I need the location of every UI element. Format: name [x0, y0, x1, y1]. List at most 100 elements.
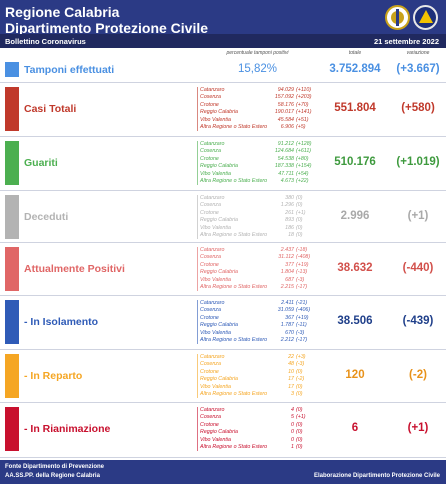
- province-delta: (0): [296, 224, 303, 231]
- province-value: 377: [285, 261, 294, 268]
- guariti-divider: [197, 141, 198, 185]
- province-delta: (+1): [296, 414, 306, 421]
- province-name: Vibo Valentia: [200, 276, 231, 283]
- province-value: 31.059: [277, 307, 294, 314]
- tamponi-percent: 15,82%: [237, 63, 277, 75]
- province-delta: (0): [296, 217, 303, 224]
- province-delta: (+54): [296, 170, 309, 177]
- province-delta: (+19): [296, 261, 309, 268]
- province-delta: (+3): [296, 354, 306, 360]
- province-delta: (0): [296, 429, 303, 436]
- province-delta: (+611): [296, 148, 312, 155]
- guariti-label: Guariti: [24, 157, 58, 169]
- province-delta: (+154): [296, 163, 312, 170]
- province-value: 187.338: [274, 163, 294, 170]
- title-line-1: Regione Calabria: [5, 4, 120, 20]
- in-reparto-province-list: Catanzaro 22 (+3) Cosenza 48 (-3) Crotone 10 (0)…: [200, 354, 315, 398]
- in-isolamento-label: - In Isolamento: [24, 316, 99, 328]
- province-name: Altra Regione o Stato Estero: [200, 444, 268, 450]
- casi-totali-variation: (+580): [401, 102, 435, 114]
- province-name: Reggio Calabria: [200, 163, 238, 170]
- deceduti-province-list: Catanzaro 380 (0) Cosenza 1.296 (0) Crotone 261…: [200, 195, 315, 239]
- province-value: 186: [285, 224, 294, 231]
- footer-source-line-2: AA.SS.PP. della Regione Calabria: [5, 473, 100, 479]
- province-delta: (+22): [296, 178, 309, 184]
- province-name: Reggio Calabria: [200, 217, 238, 224]
- province-name: Altra Regione o Stato Estero: [200, 124, 268, 130]
- section-separator: [0, 457, 446, 458]
- casi-totali-divider: [197, 87, 198, 131]
- in-reparto-label: - In Reparto: [24, 370, 83, 382]
- province-delta: (-406): [296, 307, 311, 314]
- province-delta: (-2): [296, 376, 305, 383]
- province-value: 670: [285, 329, 294, 336]
- province-delta: (+51): [296, 116, 309, 123]
- in-isolamento-divider: [197, 300, 198, 344]
- province-name: Cosenza: [200, 307, 221, 314]
- province-name: Reggio Calabria: [200, 376, 238, 383]
- footer-source-line-1: Fonte Dipartimento di Prevenzione: [5, 464, 105, 470]
- deceduti-color-bar: [5, 195, 19, 239]
- province-name: Catanzaro: [200, 195, 225, 201]
- province-value: 22: [288, 354, 294, 360]
- province-name: Vibo Valentia: [200, 329, 231, 336]
- section-separator: [0, 242, 446, 243]
- regione-calabria-coat-of-arms-icon: [385, 5, 410, 30]
- province-name: Altra Regione o Stato Estero: [200, 232, 268, 238]
- province-name: Crotone: [200, 421, 219, 428]
- province-delta: (+203): [296, 94, 312, 101]
- province-value: 2.411: [281, 300, 294, 306]
- province-name: Altra Regione o Stato Estero: [200, 284, 268, 290]
- section-separator: [0, 136, 446, 137]
- province-name: Cosenza: [200, 94, 221, 101]
- section-separator: [0, 349, 446, 350]
- in-rianimazione-label: - In Rianimazione: [24, 423, 111, 435]
- province-name: Vibo Valentia: [200, 383, 231, 390]
- province-value: 2.212: [280, 337, 294, 343]
- province-value: 4: [291, 407, 294, 413]
- attualmente-positivi-total: 38.632: [337, 262, 373, 274]
- province-value: 261: [285, 209, 294, 216]
- province-delta: (+1): [296, 209, 306, 216]
- section-attualmente-positivi: Attualmente Positivi Catanzaro 2.437 (-18) C…: [0, 243, 446, 296]
- province-value: 367: [285, 314, 294, 321]
- attualmente-positivi-divider: [197, 247, 198, 291]
- deceduti-variation: (+1): [407, 210, 429, 222]
- province-delta: (0): [296, 391, 303, 397]
- province-delta: (0): [296, 436, 303, 443]
- province-value: 10: [288, 368, 294, 375]
- province-delta: (0): [296, 407, 303, 413]
- province-delta: (-3): [296, 276, 305, 283]
- province-delta: (-17): [296, 337, 308, 343]
- in-rianimazione-color-bar: [5, 407, 19, 451]
- protezione-civile-emblem-icon: [413, 5, 438, 30]
- casi-totali-total: 551.804: [334, 102, 376, 114]
- province-value: 54.538: [277, 155, 294, 162]
- province-value: 1: [291, 444, 294, 450]
- in-rianimazione-variation: (+1): [407, 422, 429, 434]
- tamponi-variation: (+3.667): [396, 63, 440, 75]
- section-deceduti: Deceduti Catanzaro 380 (0) Cosenza 1.296 (0) Cr…: [0, 191, 446, 244]
- province-value: 45.584: [277, 116, 294, 123]
- tamponi-label: Tamponi effettuati: [24, 64, 115, 76]
- province-value: 91.212: [277, 141, 294, 147]
- province-delta: (-408): [296, 254, 311, 261]
- province-name: Reggio Calabria: [200, 429, 238, 436]
- province-name: Cosenza: [200, 254, 221, 261]
- province-delta: (+128): [296, 141, 312, 147]
- bulletin-label: Bollettino Coronavirus: [5, 37, 86, 46]
- guariti-total: 510.176: [334, 156, 376, 168]
- province-name: Reggio Calabria: [200, 322, 238, 329]
- province-value: 1.804: [280, 269, 294, 276]
- province-delta: (-3): [296, 329, 305, 336]
- attualmente-positivi-variation: (-440): [402, 262, 434, 274]
- province-value: 94.029: [277, 87, 294, 93]
- province-name: Altra Regione o Stato Estero: [200, 391, 268, 397]
- deceduti-label: Deceduti: [24, 211, 69, 223]
- in-reparto-color-bar: [5, 354, 19, 398]
- in-isolamento-total: 38.506: [337, 315, 373, 327]
- section-in-reparto: - In Reparto Catanzaro 22 (+3) Cosenza 48 (-3)…: [0, 350, 446, 403]
- title-line-2: Dipartimento Protezione Civile: [5, 20, 209, 36]
- province-delta: (0): [296, 444, 303, 450]
- province-delta: (-17): [296, 284, 308, 290]
